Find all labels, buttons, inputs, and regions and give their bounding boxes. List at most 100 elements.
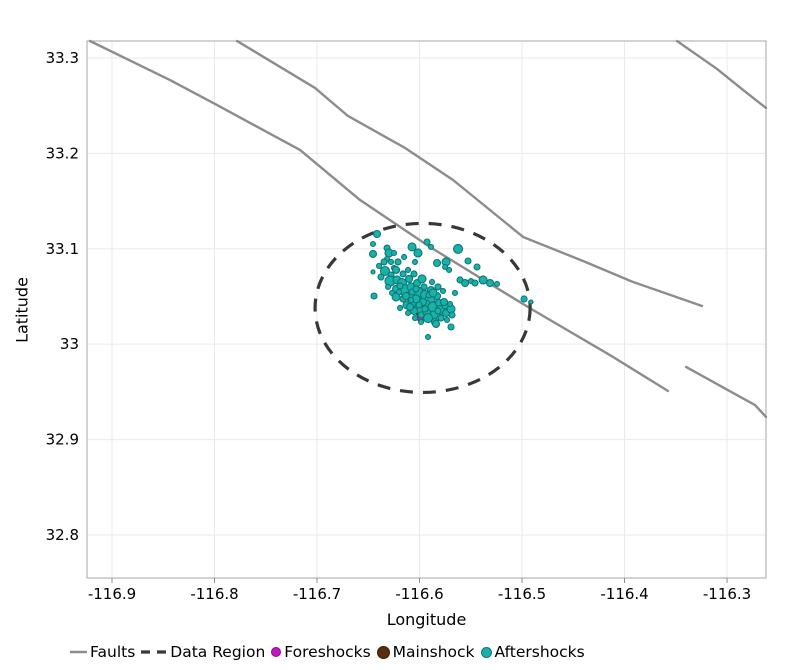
aftershock-point [442,263,449,271]
mainshock-dot-swatch [376,645,390,659]
x-tick-label: -116.9 [88,585,136,603]
aftershock-point [434,283,442,291]
aftershock-point [433,258,442,268]
fault-line [684,365,768,419]
legend-item-aftershocks: Aftershocks [480,643,585,661]
x-tick-label: -116.8 [190,585,238,603]
aftershock-point [387,258,395,265]
aftershock-point [404,309,412,317]
x-tick-label: -116.5 [498,585,546,603]
aftershock-point [439,297,449,307]
y-tick-label: 32.8 [46,526,79,544]
aftershock-point [396,282,404,290]
aftershock-point [369,240,377,248]
aftershock-point [417,311,425,319]
aftershock-point [411,314,419,322]
legend-item-mainshock: Mainshock [376,643,475,661]
aftershock-point [407,296,415,304]
aftershock-point [434,307,442,315]
aftershock-point [372,229,382,239]
aftershock-point [447,323,455,331]
data-region-circle [313,221,532,395]
aftershock-point [380,258,388,266]
aftershock-point [391,292,401,302]
aftershock-point [446,266,453,274]
legend-item-faults: Faults [70,643,135,661]
fault-line [235,39,704,308]
legend-label: Data Region [170,643,266,661]
aftershock-point [428,278,436,286]
legend-item-data-region: Data Region [141,643,265,661]
x-axis-title: Longitude [386,610,467,629]
legend-label: Aftershocks [494,643,585,661]
fault-line [675,39,768,110]
aftershock-point [464,257,472,265]
aftershock-point [418,318,425,325]
aftershock-point [443,316,451,323]
legend: Faults Data Region Foreshocks Mainshock Afte… [70,643,585,661]
aftershock-point [423,238,431,246]
aftershock-point [453,243,464,255]
aftershock-point [460,278,470,288]
aftershock-point [448,311,456,319]
aftershock-point [379,265,391,277]
aftershock-point [401,253,408,261]
aftershock-point [394,258,402,266]
aftershock-point [486,278,495,288]
x-tick-label: -116.6 [395,585,443,603]
legend-item-foreshocks: Foreshocks [271,643,371,661]
aftershock-point [439,287,447,294]
x-tick-label: -116.7 [293,585,341,603]
aftershock-point [420,283,428,291]
legend-label: Faults [90,643,136,661]
aftershock-point [528,299,534,305]
aftershock-point [410,270,418,278]
aftershock-point [417,274,427,284]
y-tick-label: 33 [60,335,79,353]
y-axis-title: Latitude [12,277,32,343]
aftershock-point [375,262,383,270]
foreshocks-dot-swatch [271,647,282,657]
aftershock-point [370,292,378,300]
y-tick-label: 33.2 [46,144,79,162]
aftershock-point [407,242,417,252]
faults-line-swatch [70,650,87,654]
y-tick-label: 33.1 [46,240,79,258]
aftershock-point [405,302,415,312]
aftershock-point [395,288,403,296]
data-region-dash-swatch [141,650,168,654]
aftershock-point [399,270,407,278]
aftershock-point [471,279,479,287]
aftershock-point [412,285,420,293]
aftershock-point [451,289,459,296]
aftershocks-dot-swatch [480,646,492,658]
legend-label: Mainshock [392,643,475,661]
aftershock-point [370,269,376,275]
aftershock-point [473,263,481,271]
fault-line [88,39,670,393]
aftershock-point [385,283,392,290]
aftershock-point [447,300,454,308]
aftershock-point [401,291,411,301]
aftershock-point [428,288,438,298]
aftershock-point [478,275,488,285]
aftershock-point [422,312,434,324]
aftershock-point [493,280,501,288]
aftershock-point [411,258,419,265]
aftershock-point [397,304,404,311]
x-tick-label: -116.4 [600,585,648,603]
aftershock-point [390,249,398,257]
y-tick-label: 32.9 [46,431,79,449]
legend-label: Foreshocks [284,643,371,661]
aftershock-point [427,243,435,251]
aftershock-point [392,265,401,275]
aftershock-point [413,248,423,258]
aftershock-point [368,249,378,258]
aftershock-point [520,295,528,303]
plot-border [86,40,767,579]
aftershock-point [405,274,414,283]
aftershock-point [424,333,432,341]
y-tick-label: 33.3 [46,49,79,67]
